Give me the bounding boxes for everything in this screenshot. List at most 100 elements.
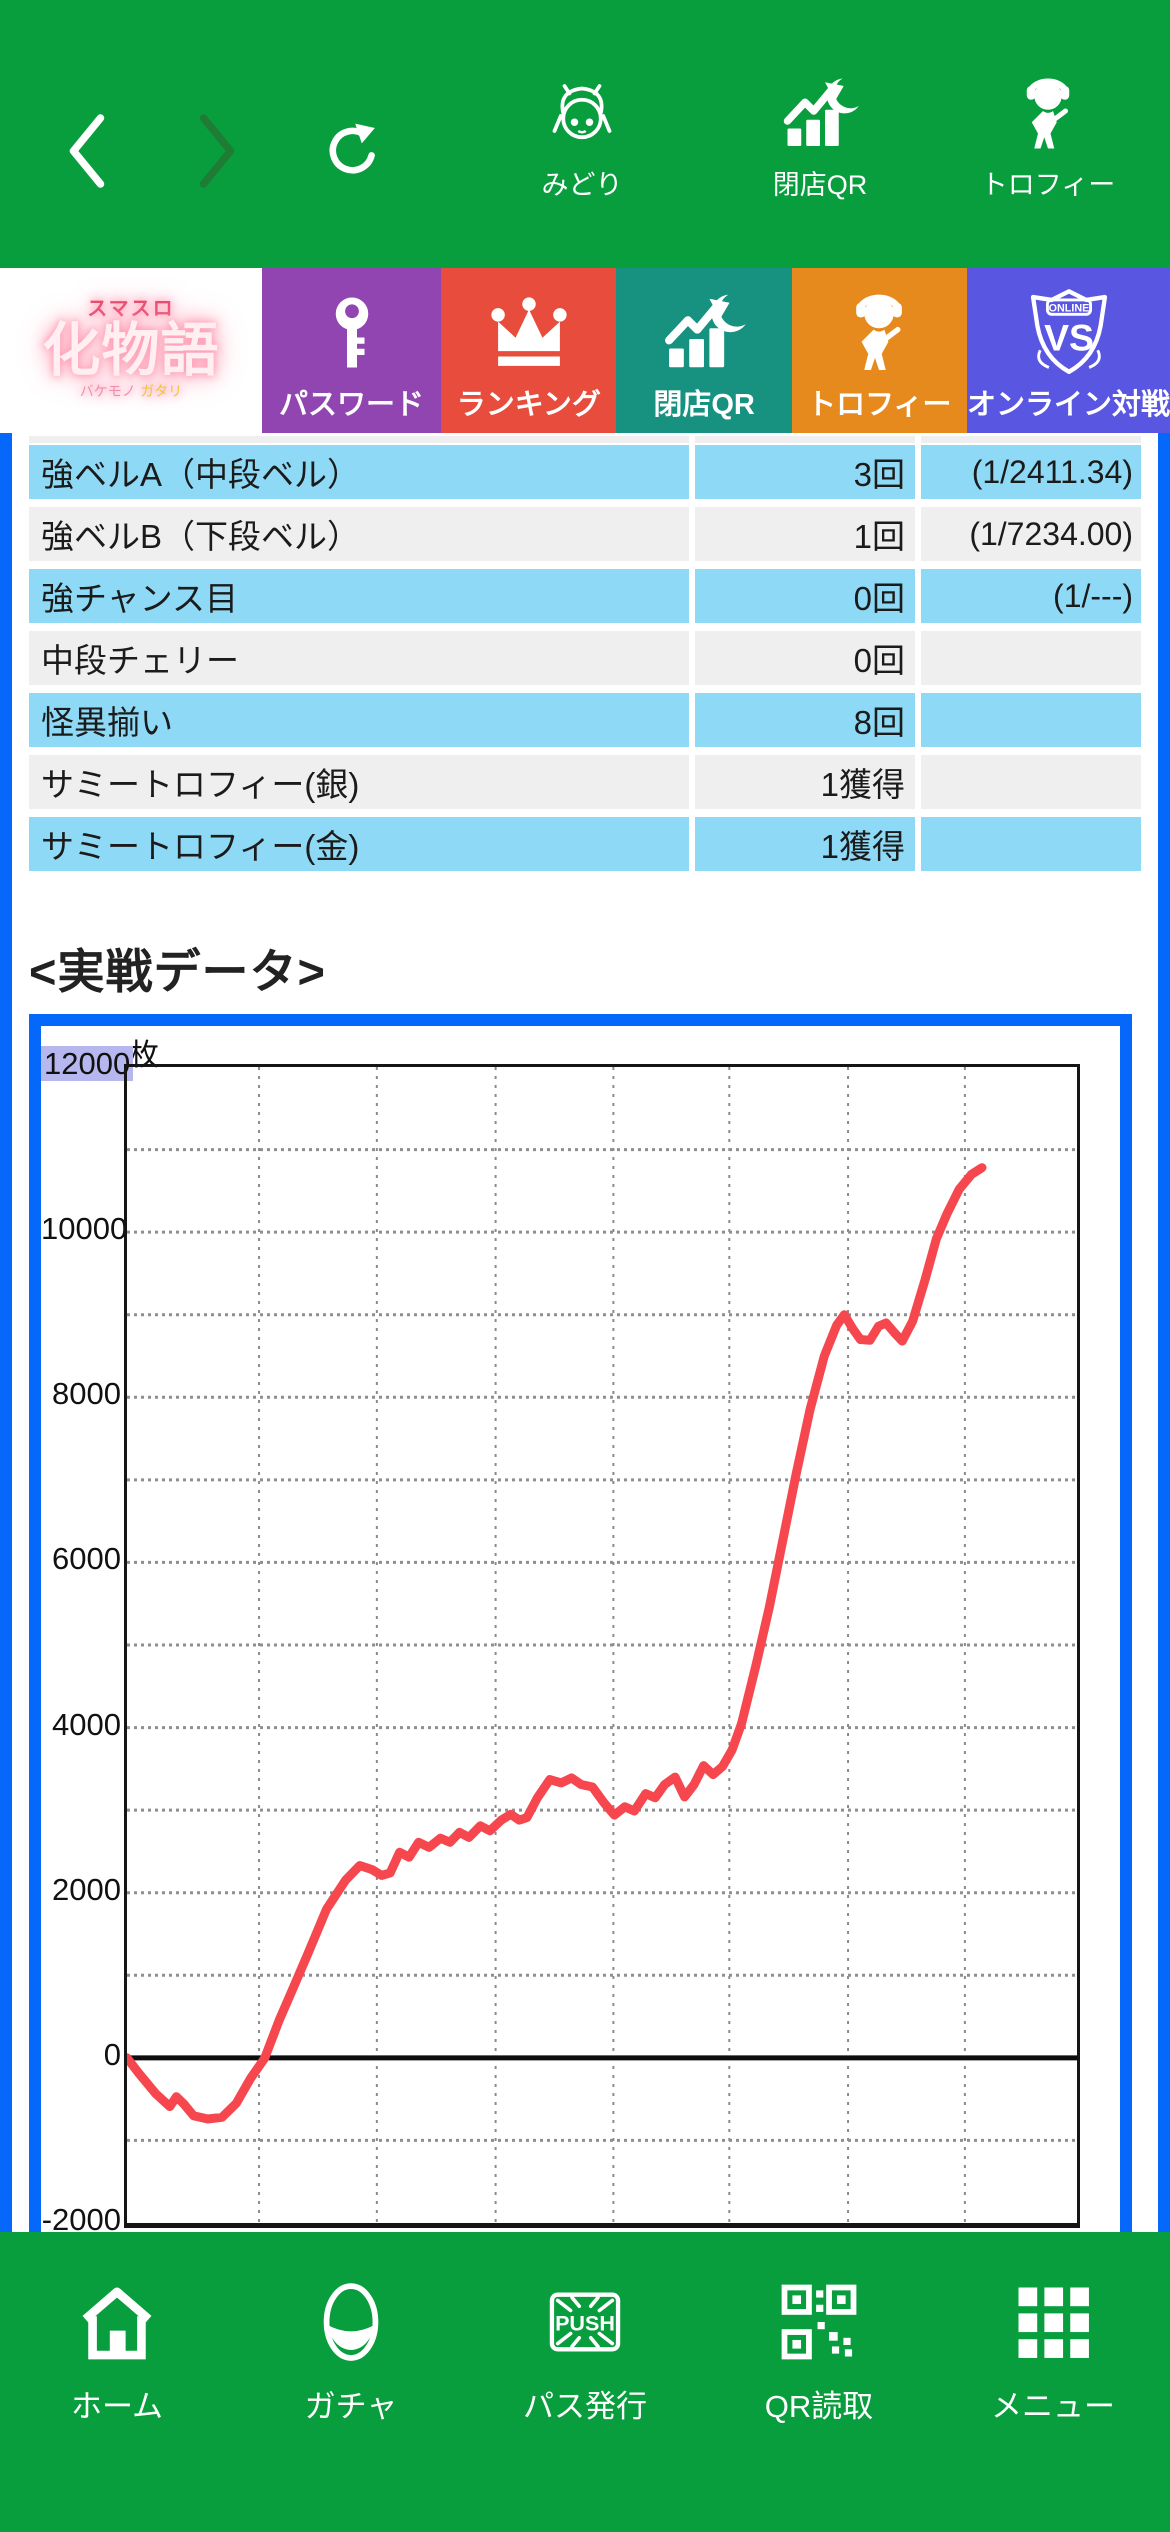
table-row: 強チャンス目 0回 (1/---) [29, 569, 1141, 623]
tile-trophy[interactable]: トロフィー [791, 268, 967, 433]
svg-text:ONLINE: ONLINE [1048, 302, 1089, 314]
nav-item-qr-read[interactable]: QR読取 [702, 2276, 936, 2532]
logo-art: スマスロ 化物語 バケモノ ガタリ [42, 292, 219, 410]
forward-button[interactable] [190, 112, 244, 193]
tile-label: ランキング [456, 389, 601, 421]
stat-count: 3回 [695, 445, 915, 499]
stat-rate: (1/7234.00) [921, 507, 1141, 561]
header-nav: みどり 閉店QR [0, 0, 1170, 268]
stat-rate [921, 817, 1141, 871]
table-row: 怪異揃い 8回 [29, 693, 1141, 747]
logo-furigana-left: バケモノ [79, 383, 136, 400]
header-shortcut-midori[interactable]: みどり [497, 76, 667, 202]
tile-label: パスワード [279, 389, 425, 421]
qr-code-icon [773, 2276, 865, 2373]
back-button[interactable] [60, 112, 114, 193]
plot-area [124, 1064, 1080, 2228]
section-title: <実戦データ> [29, 945, 326, 998]
svg-text:PUSH: PUSH [555, 2311, 615, 2336]
stat-count: 1獲得 [695, 755, 915, 809]
logo-furigana-right: ガタリ [140, 383, 183, 400]
table-row: 強ベルA（中段ベル） 3回 (1/2411.34) [29, 445, 1141, 499]
stat-rate [921, 755, 1141, 809]
nav-item-home[interactable]: ホーム [0, 2276, 234, 2532]
stat-rate: (1/---) [921, 569, 1141, 623]
refresh-button[interactable] [318, 116, 388, 189]
tile-closing-qr[interactable]: 閉店QR [616, 268, 792, 433]
tile-password[interactable]: パスワード [261, 268, 442, 433]
stat-count: 1獲得 [695, 817, 915, 871]
alien-character-icon [836, 291, 922, 379]
table-row-partial [29, 436, 1141, 443]
app-logo[interactable]: スマスロ 化物語 バケモノ ガタリ [0, 268, 262, 433]
chart-moon-icon [661, 291, 747, 379]
logo-top-text: スマスロ [87, 297, 175, 320]
nav-item-gacha[interactable]: ガチャ [234, 2276, 468, 2532]
tile-online-battle[interactable]: ONLINE VS オンライン対戦 [967, 268, 1170, 433]
bottom-nav: ホーム ガチャ PUSH パス発行 [0, 2232, 1170, 2532]
character-face-icon [540, 84, 624, 160]
chevron-right-icon [190, 114, 244, 193]
nav-label: QR読取 [764, 2389, 874, 2424]
stat-name: 怪異揃い [29, 693, 689, 747]
stat-rate: (1/2411.34) [921, 445, 1141, 499]
nav-label: ホーム [70, 2389, 164, 2424]
stat-count: 8回 [695, 693, 915, 747]
nav-item-menu[interactable]: メニュー [936, 2276, 1170, 2532]
tile-ranking[interactable]: ランキング [441, 268, 617, 433]
tile-label: トロフィー [807, 389, 952, 421]
refresh-icon [318, 123, 388, 189]
table-row: サミートロフィー(金) 1獲得 [29, 817, 1141, 871]
stat-count: 0回 [695, 569, 915, 623]
crown-icon [486, 291, 572, 379]
stat-name: 強ベルB（下段ベル） [29, 507, 689, 561]
shortcut-label: 閉店QR [772, 170, 868, 200]
chevron-left-icon [60, 114, 114, 193]
vs-shield-icon: ONLINE VS [1023, 287, 1115, 379]
stat-name: 強チャンス目 [29, 569, 689, 623]
stat-name: サミートロフィー(銀) [29, 755, 689, 809]
tile-label: オンライン対戦 [967, 389, 1170, 421]
menu-grid-icon [1007, 2276, 1099, 2373]
svg-text:VS: VS [1044, 316, 1094, 358]
alien-character-icon [1006, 78, 1090, 160]
table-row: 強ベルB（下段ベル） 1回 (1/7234.00) [29, 507, 1141, 561]
y-axis-tick: 4000 [52, 1706, 121, 1742]
table-row: 中段チェリー 0回 [29, 631, 1141, 685]
nav-label: メニュー [991, 2389, 1115, 2424]
y-axis-tick: -2000 [41, 2202, 121, 2232]
toolbar: スマスロ 化物語 バケモノ ガタリ パスワード ランキング [0, 268, 1170, 433]
stat-name: 中段チェリー [29, 631, 689, 685]
key-icon [312, 291, 392, 379]
home-icon [71, 2276, 163, 2373]
y-axis-tick: 6000 [52, 1541, 121, 1577]
content-panel: 強ベルA（中段ベル） 3回 (1/2411.34) 強ベルB（下段ベル） 1回 … [0, 433, 1170, 2232]
stat-rate [921, 693, 1141, 747]
stat-name: サミートロフィー(金) [29, 817, 689, 871]
battle-data-chart: 枚 12000 10000 8000 6000 4000 2000 0 -2000 [29, 1014, 1132, 2232]
y-axis-tick: 0 [103, 2036, 121, 2072]
nav-label: ガチャ [304, 2389, 398, 2424]
stat-count: 0回 [695, 631, 915, 685]
stat-rate [921, 631, 1141, 685]
nav-label: パス発行 [523, 2389, 647, 2424]
tile-label: 閉店QR [653, 389, 755, 421]
stats-table: 強ベルA（中段ベル） 3回 (1/2411.34) 強ベルB（下段ベル） 1回 … [12, 433, 1158, 871]
y-axis-tick: 2000 [52, 1871, 121, 1907]
logo-main-text: 化物語 [42, 317, 220, 383]
nav-item-pass-issue[interactable]: PUSH パス発行 [468, 2276, 702, 2532]
stat-count: 1回 [695, 507, 915, 561]
y-axis-tick: 12000 [41, 1043, 134, 1085]
shortcut-label: トロフィー [980, 170, 1116, 200]
table-row: サミートロフィー(銀) 1獲得 [29, 755, 1141, 809]
header-shortcut-closing-qr[interactable]: 閉店QR [735, 76, 905, 202]
y-axis-tick: 8000 [52, 1376, 121, 1412]
header-shortcut-trophy[interactable]: トロフィー [963, 76, 1133, 202]
chart-moon-icon [778, 78, 862, 160]
gacha-capsule-icon [305, 2276, 397, 2373]
line-chart-svg [127, 1067, 1077, 2223]
stat-name: 強ベルA（中段ベル） [29, 445, 689, 499]
y-axis-tick: 10000 [41, 1211, 128, 1247]
push-button-icon: PUSH [539, 2276, 631, 2373]
shortcut-label: みどり [541, 170, 623, 200]
